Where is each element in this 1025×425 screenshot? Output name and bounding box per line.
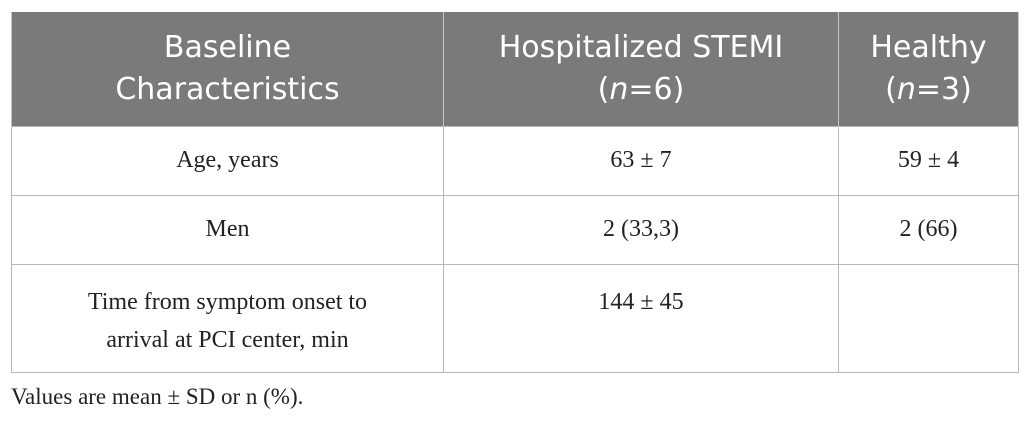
baseline-characteristics-table: Baseline Characteristics Hospitalized ST… <box>11 12 1019 373</box>
header-hospitalized-stemi: Hospitalized STEMI (n=6) <box>443 12 839 126</box>
header-baseline-characteristics: Baseline Characteristics <box>11 12 444 126</box>
header-col1-line2: Characteristics <box>115 71 340 107</box>
header-col2-n-var: n <box>609 71 629 107</box>
cell-label-line2: arrival at PCI center, min <box>106 326 349 353</box>
header-col3-n-var: n <box>896 71 916 107</box>
header-row: Baseline Characteristics Hospitalized ST… <box>11 12 1019 126</box>
cell-stemi: 2 (33,3) <box>443 194 839 265</box>
table-row-time-to-pci: Time from symptom onset to arrival at PC… <box>11 263 1019 373</box>
cell-stemi: 63 ± 7 <box>443 125 839 196</box>
header-col2-n-prefix: ( <box>597 71 610 107</box>
table-row-age: Age, years 63 ± 7 59 ± 4 <box>11 125 1019 196</box>
cell-stemi: 144 ± 45 <box>443 263 839 373</box>
cell-healthy: 59 ± 4 <box>838 125 1019 196</box>
header-col2-line1: Hospitalized STEMI <box>498 29 784 65</box>
cell-healthy <box>838 263 1019 373</box>
table-footnote: Values are mean ± SD or n (%). <box>11 384 304 409</box>
header-col1-line1: Baseline <box>163 29 292 65</box>
header-col3-n-suffix: =3) <box>915 71 972 107</box>
header-col2-count: (n=6) <box>450 69 832 111</box>
cell-label-line1: Time from symptom onset to <box>87 288 368 315</box>
table-row-men: Men 2 (33,3) 2 (66) <box>11 194 1019 265</box>
header-healthy: Healthy (n=3) <box>838 12 1019 126</box>
header-col3-n-prefix: ( <box>885 71 897 107</box>
cell-label: Age, years <box>11 125 444 196</box>
data-table: Baseline Characteristics Hospitalized ST… <box>11 12 1019 373</box>
cell-healthy: 2 (66) <box>838 194 1019 265</box>
cell-label: Men <box>11 194 444 265</box>
header-col3-count: (n=3) <box>845 69 1012 111</box>
cell-label: Time from symptom onset to arrival at PC… <box>11 263 444 373</box>
header-col2-n-suffix: =6) <box>628 71 685 107</box>
header-col3-line1: Healthy <box>870 29 987 65</box>
